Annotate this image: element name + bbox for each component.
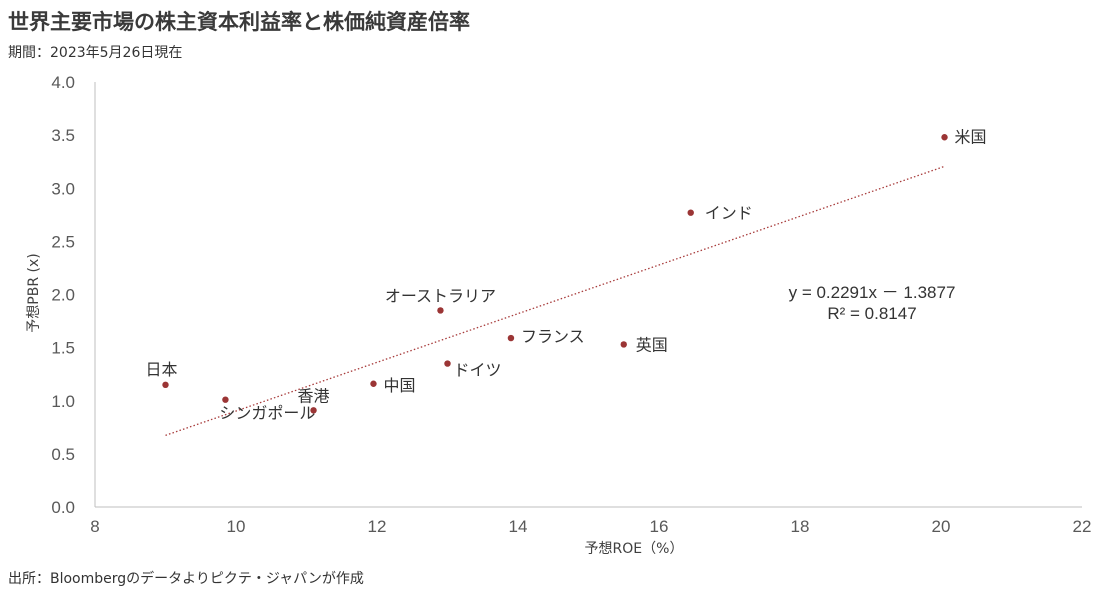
- x-tick-label: 22: [1073, 517, 1092, 536]
- trendline-equation: y = 0.2291x － 1.3877: [789, 283, 956, 302]
- data-point: [437, 307, 444, 314]
- point-label: フランス: [521, 327, 585, 346]
- chart-title: 世界主要市場の株主資本利益率と株価純資産倍率: [8, 10, 470, 34]
- point-label: 英国: [636, 335, 668, 354]
- x-tick-label: 14: [509, 517, 528, 536]
- point-label: ドイツ: [454, 361, 502, 380]
- data-point: [310, 407, 317, 414]
- point-label: 中国: [383, 376, 415, 395]
- x-tick-label: 18: [791, 517, 810, 536]
- data-point: [507, 334, 515, 342]
- x-tick-label: 12: [368, 517, 387, 536]
- data-point: [370, 380, 377, 387]
- y-tick-label: 4.0: [51, 73, 75, 92]
- x-tick-label: 16: [650, 517, 669, 536]
- point-label: 米国: [955, 127, 987, 146]
- trendline-group: [165, 165, 945, 436]
- y-tick-label: 1.0: [51, 392, 75, 411]
- data-point: [162, 381, 169, 389]
- y-axis-title: 予想PBR (x): [26, 253, 42, 332]
- point-label: 日本: [145, 360, 177, 379]
- source-note: 出所：Bloombergのデータよりピクテ・ジャパンが作成: [8, 571, 364, 587]
- x-tick-label: 10: [227, 517, 246, 536]
- y-tick-label: 1.5: [51, 339, 75, 358]
- point-label: インド: [705, 204, 753, 223]
- axes: [94, 82, 1082, 508]
- trendline: [165, 165, 945, 436]
- data-points: [162, 134, 948, 414]
- point-label: 香港: [298, 386, 330, 405]
- y-tick-label: 3.5: [51, 126, 75, 145]
- chart-subtitle: 期間：2023年5月26日現在: [8, 45, 183, 61]
- trendline-r-squared: R² = 0.8147: [827, 304, 916, 323]
- data-point: [687, 209, 694, 216]
- y-tick-label: 3.0: [51, 179, 75, 198]
- y-tick-label: 2.5: [51, 232, 75, 251]
- x-tick-label: 20: [932, 517, 951, 536]
- data-point: [941, 134, 948, 141]
- data-point: [444, 360, 451, 367]
- data-point: [620, 341, 627, 348]
- point-label: シンガポール: [219, 404, 315, 423]
- y-tick-label: 0.5: [51, 445, 75, 464]
- x-axis-title: 予想ROE（%）: [585, 541, 684, 557]
- y-tick-label: 2.0: [51, 286, 75, 305]
- tick-labels: 8 10 12 14 16 18 20 22 0.0 0.5 1.0 1.5 2.0 2.5 3.0 3.5 4…: [51, 73, 1091, 536]
- x-tick-label: 8: [90, 517, 99, 536]
- point-label: オーストラリア: [385, 286, 496, 305]
- data-point: [222, 396, 229, 403]
- y-tick-label: 0.0: [51, 498, 75, 517]
